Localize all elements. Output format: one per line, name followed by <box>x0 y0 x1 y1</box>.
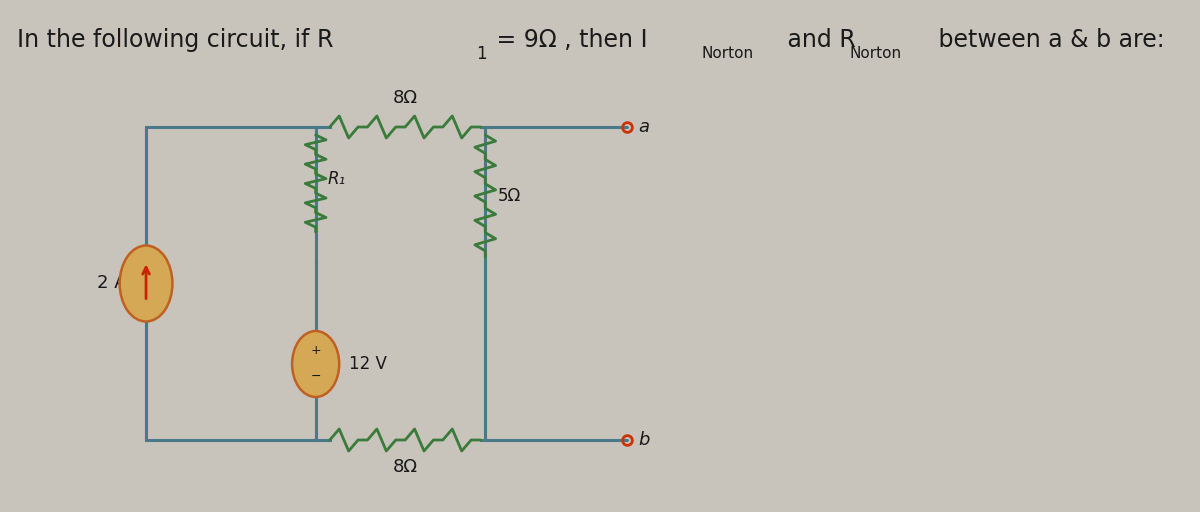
Text: Norton: Norton <box>701 47 754 61</box>
Text: 2 A: 2 A <box>97 274 127 292</box>
Text: between a & b are:: between a & b are: <box>931 28 1164 52</box>
Text: −: − <box>311 370 320 382</box>
Text: 1: 1 <box>476 45 486 63</box>
Text: and R: and R <box>780 28 856 52</box>
Text: b: b <box>638 431 649 449</box>
Text: R₁: R₁ <box>328 169 346 187</box>
Text: 5Ω: 5Ω <box>498 187 521 205</box>
Text: 8Ω: 8Ω <box>392 89 418 107</box>
Text: = 9Ω , then I: = 9Ω , then I <box>490 28 648 52</box>
Text: Norton: Norton <box>850 47 902 61</box>
Ellipse shape <box>120 245 173 322</box>
Text: 12 V: 12 V <box>349 355 386 373</box>
Text: +: + <box>311 345 320 357</box>
Text: a: a <box>638 118 649 136</box>
Text: 8Ω: 8Ω <box>392 458 418 476</box>
Text: In the following circuit, if R: In the following circuit, if R <box>17 28 334 52</box>
Ellipse shape <box>292 331 340 397</box>
